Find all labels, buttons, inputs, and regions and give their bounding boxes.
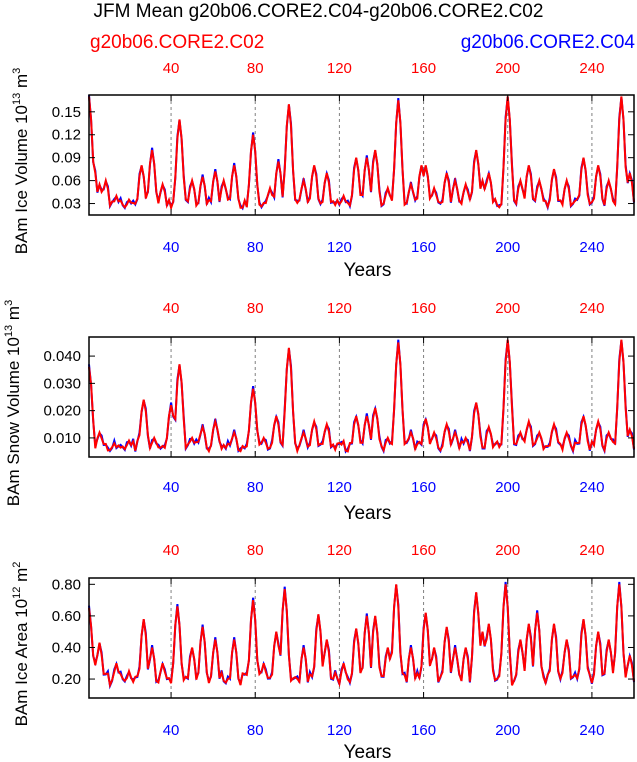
series-line-c02 [88,339,635,455]
x-tick-label-bottom: 240 [579,722,604,739]
x-axis-label: Years [344,260,392,281]
y-axis-label: BAm Snow Volume 1013 m3 [3,300,23,506]
legend-label-c04: g20b06.CORE2.C04 [460,32,635,53]
y-axis-label: BAm Ice Volume 1013 m3 [11,68,31,255]
panel-2: 40 40 80 80 120 120 160 160 200 200 240 240 0.010 0.0… [3,300,635,524]
x-tick-label-top: 160 [411,300,436,317]
x-tick-label-top: 240 [579,300,604,317]
y-tick-label: 0.040 [43,348,81,365]
x-tick-label-bottom: 160 [411,722,436,739]
y-tick-label: 0.80 [52,576,81,593]
y-tick-label: 0.12 [52,127,81,144]
x-tick-label-top: 80 [247,300,264,317]
panel-1: 40 40 80 80 120 120 160 160 200 200 240 240 0.03 0.06… [11,60,635,281]
page-title: JFM Mean g20b06.CORE2.C04-g20b06.CORE2.C… [93,1,544,22]
x-tick-label-bottom: 200 [495,722,520,739]
x-tick-label-top: 200 [495,300,520,317]
y-tick-label: 0.20 [52,671,81,688]
x-tick-label-top: 240 [579,60,604,77]
y-tick-label: 0.06 [52,173,81,190]
x-tick-label-top: 80 [247,60,264,77]
x-tick-label-bottom: 80 [247,479,264,496]
x-tick-label-top: 40 [163,542,180,559]
plot-frame [88,336,635,458]
x-tick-label-bottom: 40 [163,722,180,739]
x-tick-label-top: 120 [327,300,352,317]
x-tick-label-bottom: 240 [579,239,604,256]
legend-label-c02: g20b06.CORE2.C02 [90,32,265,53]
y-tick-label: 0.03 [52,196,81,213]
y-tick-label: 0.010 [43,430,81,447]
x-tick-label-bottom: 160 [411,479,436,496]
x-tick-label-bottom: 40 [163,239,180,256]
y-tick-label: 0.15 [52,104,81,121]
x-tick-label-bottom: 120 [327,479,352,496]
x-tick-label-top: 120 [327,60,352,77]
plot-frame [88,577,635,699]
x-tick-label-bottom: 200 [495,239,520,256]
x-tick-label-top: 200 [495,60,520,77]
panel-3: 40 40 80 80 120 120 160 160 200 200 240 240 0.20 0.40… [11,542,635,762]
x-tick-label-top: 80 [247,542,264,559]
x-tick-label-bottom: 80 [247,722,264,739]
x-tick-label-top: 160 [411,60,436,77]
x-axis-label: Years [344,503,392,524]
x-tick-label-bottom: 240 [579,479,604,496]
x-tick-label-top: 200 [495,542,520,559]
x-tick-label-bottom: 160 [411,239,436,256]
x-tick-label-bottom: 80 [247,239,264,256]
x-tick-label-bottom: 40 [163,479,180,496]
series-line-c02 [88,96,635,212]
y-tick-label: 0.60 [52,608,81,625]
x-tick-label-top: 240 [579,542,604,559]
plot-frame [88,94,635,216]
x-tick-label-bottom: 120 [327,722,352,739]
x-tick-label-top: 160 [411,542,436,559]
x-tick-label-top: 40 [163,60,180,77]
series-line-c02 [88,584,635,689]
y-tick-label: 0.020 [43,403,81,420]
x-tick-label-bottom: 120 [327,239,352,256]
y-tick-label: 0.09 [52,150,81,167]
x-tick-label-top: 120 [327,542,352,559]
y-axis-label: BAm Ice Area 1012 m2 [11,562,31,727]
x-axis-label: Years [344,742,392,762]
y-tick-label: 0.030 [43,375,81,392]
x-tick-label-top: 40 [163,300,180,317]
x-tick-label-bottom: 200 [495,479,520,496]
y-tick-label: 0.40 [52,639,81,656]
